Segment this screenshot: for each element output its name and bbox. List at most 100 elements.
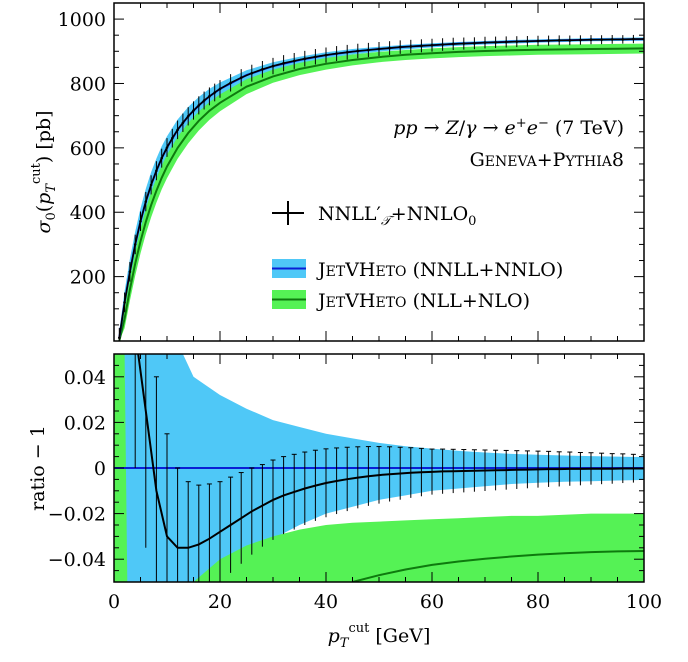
top-data-point bbox=[171, 136, 174, 140]
top-data-point bbox=[133, 243, 137, 246]
top-data-point bbox=[494, 40, 497, 44]
top-data-point bbox=[388, 46, 391, 50]
bottom-y-tick-label: 0.04 bbox=[64, 367, 106, 389]
top-data-point bbox=[335, 52, 338, 55]
top-plot-area bbox=[118, 34, 644, 341]
top-data-point bbox=[155, 169, 158, 173]
top-data-point bbox=[192, 109, 195, 112]
top-data-point bbox=[239, 76, 243, 79]
top-data-point bbox=[218, 87, 222, 91]
legend-entry-nnll-points: NNLL′𝒯+NNLO0 bbox=[272, 201, 476, 229]
top-data-point bbox=[367, 48, 370, 52]
top-data-point bbox=[579, 38, 582, 42]
bottom-y-axis-label: ratio − 1 bbox=[27, 425, 49, 511]
top-data-point bbox=[213, 91, 216, 94]
top-data-point bbox=[229, 81, 232, 85]
top-data-point bbox=[483, 41, 487, 44]
x-tick-label: 40 bbox=[314, 591, 338, 613]
top-data-point bbox=[356, 49, 360, 53]
top-data-point bbox=[441, 43, 444, 46]
x-tick-label: 100 bbox=[626, 591, 662, 613]
top-data-point bbox=[139, 219, 142, 223]
ratio-nll-band bbox=[114, 354, 644, 582]
top-y-tick-label: 600 bbox=[70, 138, 106, 160]
top-nnll-line bbox=[118, 38, 644, 338]
top-data-point bbox=[600, 38, 603, 41]
top-y-tick-label: 800 bbox=[70, 73, 106, 95]
bottom-y-tick-label: −0.04 bbox=[48, 549, 106, 571]
top-data-point bbox=[473, 41, 476, 45]
generator-annotation: GENEVA+PYTHIA8 bbox=[470, 149, 624, 171]
legend-entry-jetvheto-nnll: JETVHETO (NNLL+NNLO) bbox=[272, 259, 563, 281]
top-data-point bbox=[303, 57, 307, 60]
top-data-point bbox=[398, 45, 402, 49]
top-data-point bbox=[202, 99, 206, 102]
top-data-point bbox=[149, 183, 153, 187]
bottom-plot-area bbox=[114, 354, 644, 582]
bottom-panel: 0 20 40 60 80 100 −0.04 −0.02 0 0.02 0.04 ratio − … bbox=[27, 353, 662, 651]
top-data-point bbox=[557, 39, 561, 42]
top-data-point bbox=[536, 39, 540, 43]
top-data-point bbox=[282, 61, 285, 65]
top-nll-line bbox=[118, 47, 644, 341]
top-data-point bbox=[181, 121, 185, 125]
top-data-point bbox=[186, 115, 190, 118]
top-data-point bbox=[261, 68, 264, 71]
top-data-point bbox=[547, 39, 550, 42]
bottom-y-tick-label: 0 bbox=[94, 458, 106, 480]
top-data-point bbox=[324, 53, 328, 57]
top-nnll-prime-curve bbox=[118, 38, 644, 338]
top-data-point bbox=[420, 44, 423, 48]
top-y-tick-label: 400 bbox=[70, 202, 106, 224]
svg-text:JETVHETO (NNLL+NNLO): JETVHETO (NNLL+NNLO) bbox=[316, 259, 563, 281]
top-data-point bbox=[409, 45, 413, 48]
x-tick-label: 80 bbox=[526, 591, 550, 613]
top-data-point bbox=[515, 40, 519, 43]
top-data-point bbox=[504, 40, 508, 44]
top-data-point bbox=[462, 42, 466, 45]
top-data-point bbox=[632, 37, 635, 41]
ratio-nnll-prime-curve bbox=[137, 354, 644, 549]
top-data-point bbox=[208, 95, 211, 98]
svg-text:JETVHETO (NLL+NLO): JETVHETO (NLL+NLO) bbox=[316, 290, 530, 312]
legend-entry-jetvheto-nll: JETVHETO (NLL+NLO) bbox=[272, 290, 530, 312]
bottom-y-tick-label: −0.02 bbox=[48, 504, 106, 526]
top-data-point bbox=[451, 42, 455, 46]
top-y-tick-label: 200 bbox=[70, 267, 106, 289]
process-annotation: pp → Z/γ → e+e− (7 TeV) bbox=[393, 116, 624, 139]
x-tick-label: 0 bbox=[108, 591, 120, 613]
top-data-point bbox=[377, 47, 381, 51]
top-data-point bbox=[128, 270, 132, 274]
top-data-point bbox=[197, 104, 201, 107]
x-tick-label: 20 bbox=[208, 591, 232, 613]
top-data-point bbox=[589, 38, 593, 41]
ratio-nll-line bbox=[352, 550, 644, 582]
top-axis-ticks: 200 400 600 800 1000 bbox=[58, 2, 645, 341]
top-data-point bbox=[118, 336, 121, 340]
top-data-point bbox=[144, 200, 148, 203]
top-data-point bbox=[165, 146, 169, 149]
top-data-point bbox=[271, 64, 275, 68]
x-tick-label: 60 bbox=[420, 591, 444, 613]
top-data-point bbox=[160, 156, 163, 160]
legend: NNLL′𝒯+NNLO0 JETVHETO (NNLL+NNLO) JETVHE… bbox=[272, 201, 563, 312]
bottom-y-tick-label: 0.02 bbox=[64, 412, 106, 434]
top-data-point bbox=[610, 38, 614, 41]
top-y-axis-label: σ0(pTcut) [pb] bbox=[29, 110, 59, 233]
top-data-point bbox=[314, 55, 317, 59]
top-data-point bbox=[621, 38, 625, 41]
x-axis-label: pTcut [GeV] bbox=[328, 621, 431, 651]
top-panel: 200 400 600 800 1000 σ0(pTcut) [pb] pp → Z/γ… bbox=[29, 2, 645, 342]
top-y-tick-label: 1000 bbox=[58, 9, 106, 31]
top-data-point bbox=[430, 43, 434, 47]
top-data-point bbox=[568, 39, 572, 42]
top-data-point bbox=[123, 301, 126, 304]
top-data-point bbox=[345, 50, 349, 54]
bottom-axis-ticks: 0 20 40 60 80 100 −0.04 −0.02 0 0.02 0.04 bbox=[48, 353, 662, 613]
top-data-point bbox=[526, 40, 529, 43]
top-data-point bbox=[176, 128, 179, 132]
svg-text:σ0(pTcut) [pb]: σ0(pTcut) [pb] bbox=[29, 110, 59, 233]
svg-text:NNLL′𝒯+NNLO0: NNLL′𝒯+NNLO0 bbox=[318, 203, 476, 229]
